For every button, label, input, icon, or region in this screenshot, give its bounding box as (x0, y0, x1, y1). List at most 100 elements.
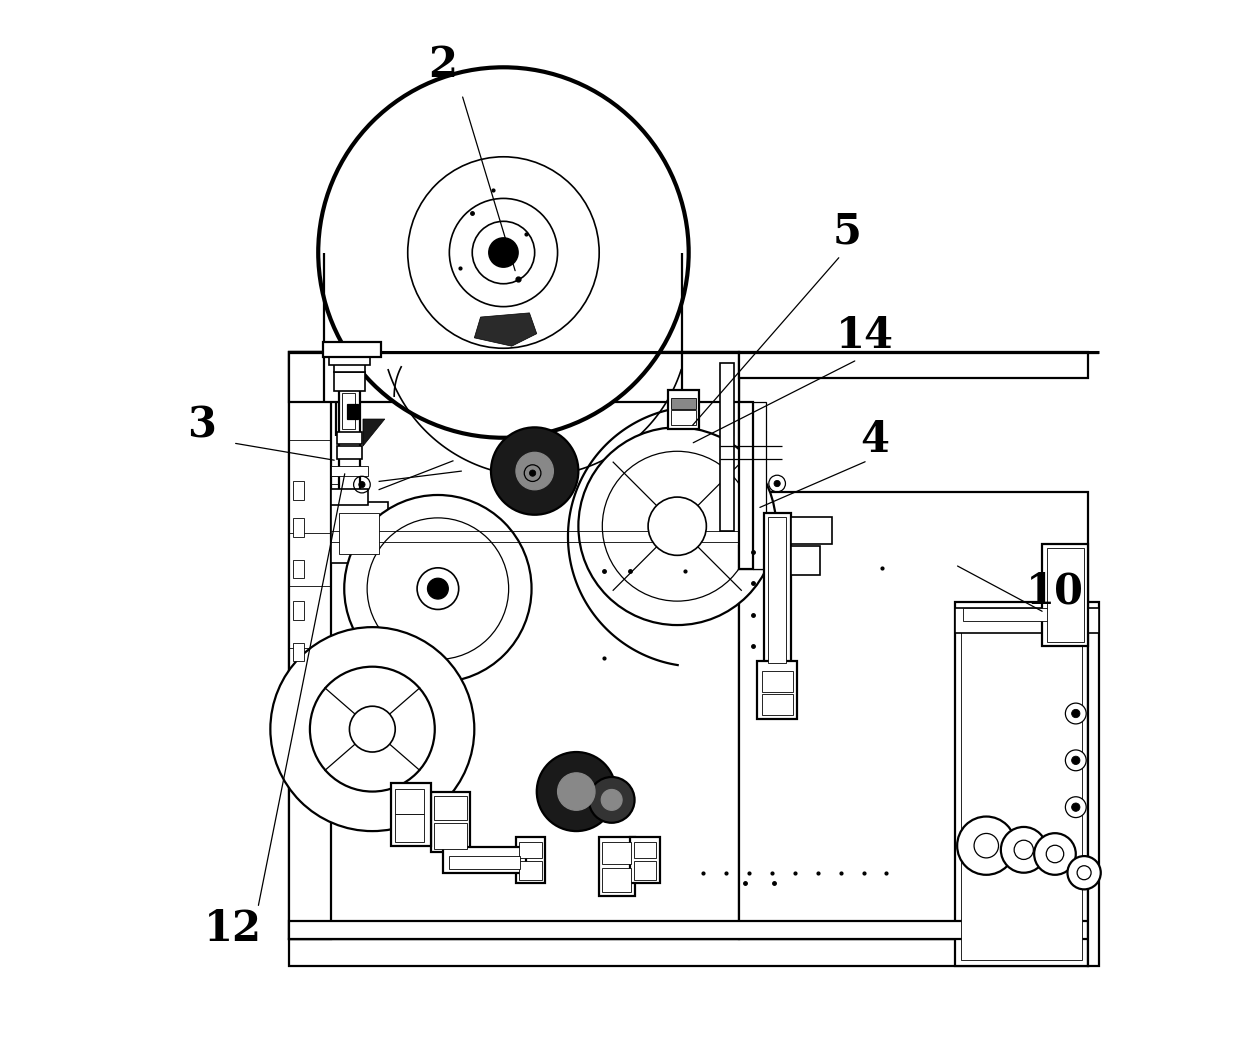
Circle shape (957, 817, 1016, 875)
Bar (329, 348, 371, 365)
Circle shape (408, 156, 599, 348)
Bar (334, 372, 365, 391)
Circle shape (428, 578, 449, 599)
Circle shape (975, 834, 998, 858)
Bar (339, 513, 378, 554)
Bar (434, 823, 467, 849)
Bar (289, 352, 739, 402)
Bar (339, 354, 360, 490)
Bar (324, 342, 381, 356)
Polygon shape (475, 313, 537, 346)
Circle shape (489, 238, 518, 267)
Bar (1089, 602, 1099, 966)
Circle shape (529, 470, 536, 476)
Bar (1047, 548, 1084, 642)
Bar (293, 643, 304, 662)
Bar (963, 609, 1080, 621)
Circle shape (578, 427, 776, 625)
Bar (449, 857, 520, 869)
Circle shape (449, 198, 558, 306)
Circle shape (472, 221, 534, 283)
Polygon shape (363, 419, 384, 446)
Circle shape (649, 497, 707, 555)
Circle shape (310, 667, 435, 792)
Bar (331, 489, 368, 505)
Circle shape (367, 518, 508, 660)
Bar (791, 546, 820, 575)
Bar (720, 363, 734, 531)
Circle shape (1001, 827, 1047, 873)
Circle shape (1071, 803, 1080, 812)
Circle shape (270, 627, 475, 832)
Bar (603, 842, 631, 865)
Bar (396, 815, 424, 842)
Circle shape (358, 481, 365, 488)
Text: 12: 12 (203, 908, 262, 950)
Bar (337, 431, 362, 444)
Bar (1043, 544, 1089, 646)
Circle shape (1065, 703, 1086, 724)
Circle shape (1065, 750, 1086, 771)
Circle shape (1014, 840, 1033, 860)
Text: 3: 3 (187, 404, 216, 446)
Bar (761, 694, 792, 715)
Bar (293, 601, 304, 620)
Bar (331, 466, 368, 476)
Bar (289, 920, 1089, 939)
Bar (668, 390, 699, 429)
Circle shape (491, 427, 578, 515)
Circle shape (1071, 710, 1080, 718)
Bar (289, 939, 1089, 966)
Bar (289, 352, 331, 939)
Bar (739, 492, 1089, 939)
Bar (671, 398, 696, 408)
Bar (391, 784, 430, 846)
Circle shape (1078, 866, 1091, 879)
Bar (955, 609, 1099, 634)
Circle shape (417, 568, 459, 610)
Bar (739, 402, 753, 569)
Circle shape (516, 452, 553, 490)
Bar (443, 847, 526, 873)
Bar (634, 862, 656, 880)
Bar (955, 602, 1089, 966)
Circle shape (1068, 857, 1101, 890)
Bar (599, 838, 635, 896)
Bar (630, 838, 660, 884)
Text: 5: 5 (832, 210, 862, 253)
Bar (331, 502, 388, 563)
Bar (516, 838, 546, 884)
Bar (520, 842, 542, 859)
Bar (342, 393, 355, 429)
Bar (434, 796, 467, 820)
Bar (347, 404, 358, 419)
Bar (739, 352, 1089, 378)
Circle shape (350, 706, 396, 752)
Bar (764, 513, 791, 667)
Circle shape (558, 773, 595, 811)
Text: 2: 2 (429, 44, 458, 86)
Text: 14: 14 (836, 315, 894, 356)
Circle shape (1065, 797, 1086, 818)
Circle shape (603, 451, 753, 601)
Text: 10: 10 (1025, 571, 1084, 613)
Bar (634, 842, 656, 859)
Bar (334, 359, 365, 372)
Bar (396, 790, 424, 815)
Bar (520, 862, 542, 880)
Bar (293, 518, 304, 537)
Bar (753, 402, 765, 569)
Bar (739, 546, 765, 569)
Bar (671, 410, 696, 425)
Bar (761, 671, 792, 692)
Circle shape (345, 495, 532, 683)
Circle shape (319, 68, 688, 438)
Circle shape (601, 790, 622, 811)
Bar (293, 560, 304, 578)
Bar (337, 446, 362, 458)
Bar (603, 868, 631, 893)
Bar (961, 609, 1083, 960)
Bar (758, 662, 797, 719)
Bar (289, 352, 739, 939)
Bar (768, 517, 786, 663)
